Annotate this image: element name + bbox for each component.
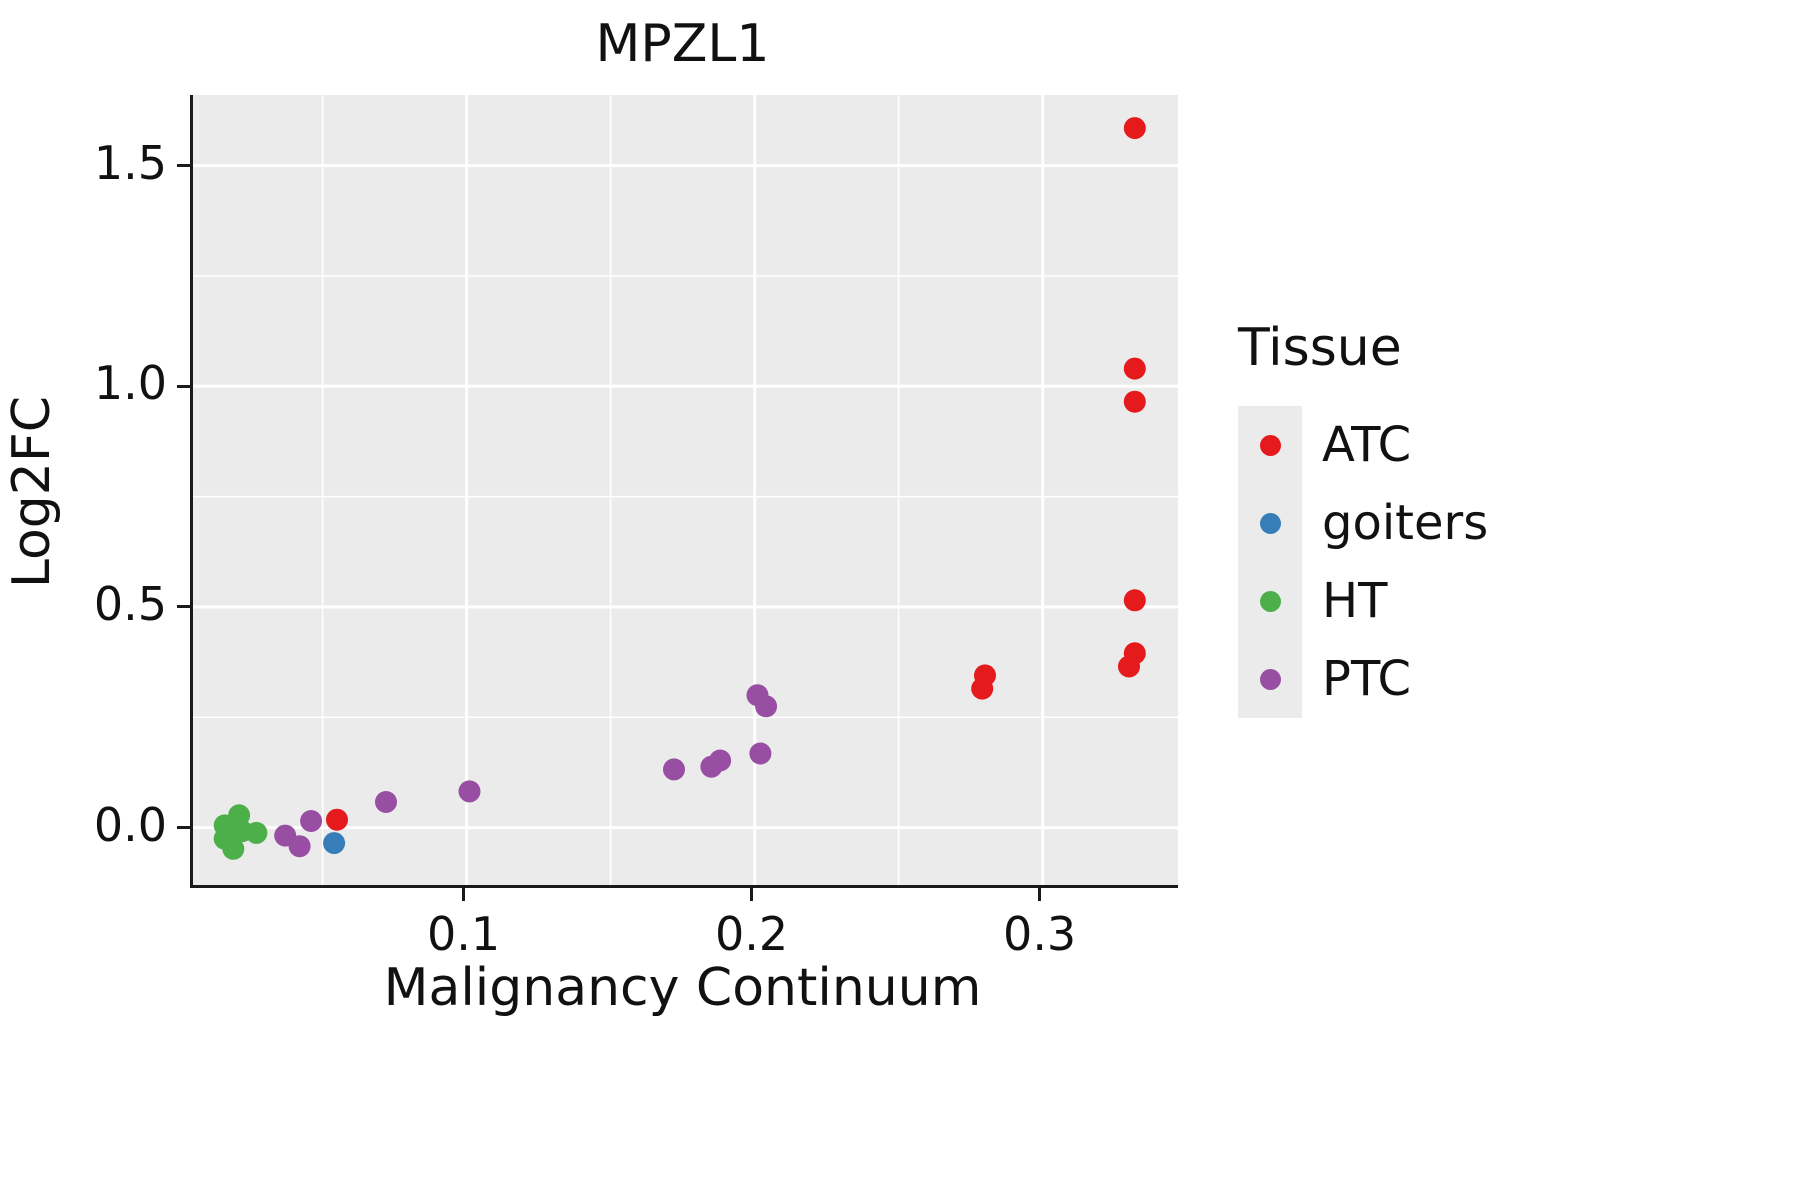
chart-title: MPZL1 [595,14,770,74]
x-tick-label: 0.1 [427,907,501,961]
data-point-ATC [1123,117,1146,140]
y-tick-mark [177,605,190,609]
y-axis-label: Log2FC [2,395,62,589]
legend-title: Tissue [1238,318,1402,378]
legend-item-PTC: PTC [1238,640,1488,718]
legend-key-goiters [1238,484,1302,562]
data-point-ATC [1123,390,1146,413]
data-point-HT [222,837,245,860]
legend-key-HT [1238,562,1302,640]
legend-key-PTC [1238,640,1302,718]
scatter-svg [193,95,1178,885]
legend-dot-icon-HT [1259,590,1281,612]
data-point-PTC [288,835,311,858]
data-point-PTC [709,749,732,772]
legend-label-PTC: PTC [1322,651,1411,707]
legend-label-ATC: ATC [1322,417,1412,473]
y-tick-mark [177,384,190,388]
legend-item-ATC: ATC [1238,406,1488,484]
x-tick-label: 0.3 [1003,907,1077,961]
legend-key-ATC [1238,406,1302,484]
legend-dot-icon-PTC [1259,668,1281,690]
legend-item-HT: HT [1238,562,1488,640]
legend-label-HT: HT [1322,573,1388,629]
data-point-goiters [323,832,346,855]
y-tick-mark [177,164,190,168]
y-tick-label: 0.0 [93,797,167,852]
x-tick-mark [750,888,754,901]
data-point-PTC [375,791,397,813]
data-point-ATC [1123,589,1146,612]
data-point-PTC [458,780,481,803]
legend-item-goiters: goiters [1238,484,1488,562]
legend-dot-icon-goiters [1259,512,1281,534]
data-point-PTC [755,695,778,718]
y-tick-label: 1.5 [93,135,167,190]
data-point-HT [245,821,268,844]
data-point-ATC [1118,655,1140,678]
legend: Tissue ATC goiters HT PTC [1238,318,1488,718]
x-tick-mark [1038,888,1042,901]
x-tick-mark [462,888,466,901]
x-tick-label: 0.2 [715,907,789,961]
data-point-ATC [971,677,994,700]
data-point-PTC [300,810,323,832]
data-point-ATC [1123,357,1146,380]
data-point-PTC [663,758,685,781]
y-tick-label: 0.5 [93,576,167,631]
legend-items: ATC goiters HT PTC [1238,406,1488,718]
y-tick-mark [177,826,190,830]
y-tick-label: 1.0 [93,356,167,411]
x-axis-label: Malignancy Continuum [383,958,982,1018]
legend-label-goiters: goiters [1322,495,1489,551]
plot-panel [190,95,1178,888]
data-point-PTC [749,742,772,765]
legend-dot-icon-ATC [1259,434,1281,456]
data-point-ATC [326,808,348,831]
